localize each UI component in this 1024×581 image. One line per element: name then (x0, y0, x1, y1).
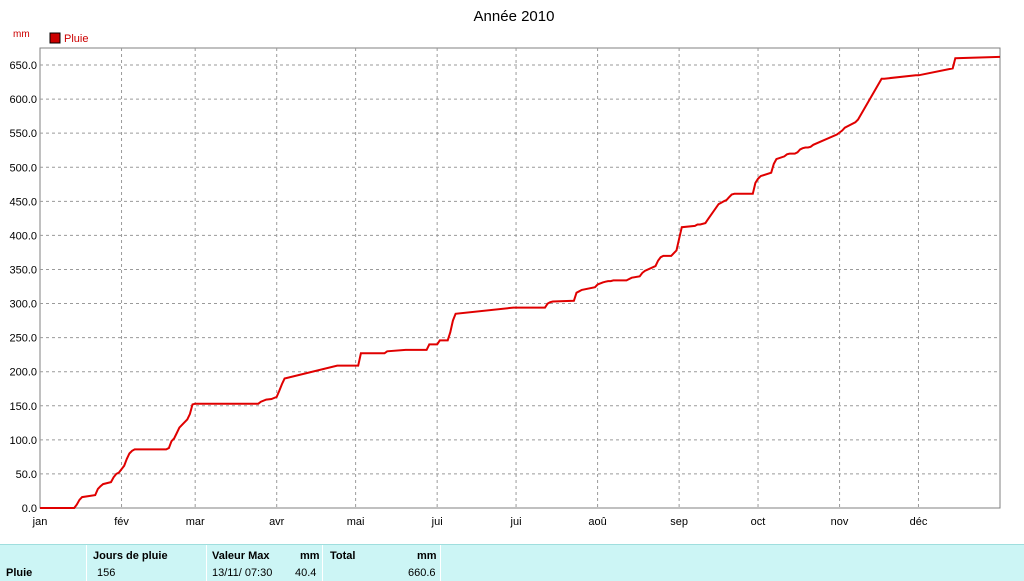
max-value-amount: 40.4 (295, 567, 317, 579)
x-tick-label: déc (910, 516, 928, 528)
chart-title: Année 2010 (474, 8, 555, 25)
summary-row-label: Pluie (6, 567, 33, 579)
summary-row-label-cell: Pluie (0, 545, 87, 581)
x-tick-label: sep (670, 516, 688, 528)
rainy-days-value: 156 (97, 567, 116, 579)
plot-area (39, 47, 1001, 509)
x-tick-label: mai (347, 516, 365, 528)
legend-label: Pluie (64, 33, 88, 45)
x-tick-label: jan (32, 516, 48, 528)
x-tick-label: nov (831, 516, 849, 528)
x-tick-label: jui (510, 516, 522, 528)
x-tick-labels: jan fév mar avr mai jui jui aoû sep oct nov déc (32, 516, 928, 528)
y-axis-unit-label: mm (13, 29, 30, 40)
y-tick-label: 350.0 (9, 264, 37, 276)
max-value-unit: mm (300, 550, 320, 562)
x-tick-label: mar (186, 516, 205, 528)
y-tick-label: 50.0 (16, 469, 37, 481)
rainy-days-header: Jours de pluie (93, 550, 168, 562)
y-tick-label: 300.0 (9, 299, 37, 311)
y-tick-label: 150.0 (9, 401, 37, 413)
total-cell: Total mm 660.6 (323, 545, 441, 581)
x-tick-label: oct (751, 516, 766, 528)
rainfall-chart: 0.0 50.0 100.0 150.0 200.0 250.0 300.0 350.0 400… (9, 8, 1001, 528)
y-tick-label: 250.0 (9, 333, 37, 345)
y-tick-label: 450.0 (9, 196, 37, 208)
y-tick-label: 400.0 (9, 230, 37, 242)
x-tick-label: fév (114, 516, 129, 528)
legend-swatch (49, 32, 61, 44)
rainy-days-cell: Jours de pluie 156 (87, 545, 207, 581)
y-tick-label: 200.0 (9, 367, 37, 379)
max-value-cell: Valeur Max mm 13/11/ 07:30 40.4 (207, 545, 323, 581)
max-value-header: Valeur Max (212, 550, 270, 562)
y-tick-label: 650.0 (9, 60, 37, 72)
y-tick-label: 500.0 (9, 162, 37, 174)
x-tick-label: aoû (588, 516, 606, 528)
y-tick-label: 550.0 (9, 128, 37, 140)
total-unit: mm (417, 550, 437, 562)
y-tick-label: 0.0 (22, 503, 37, 515)
x-tick-label: avr (269, 516, 285, 528)
max-value-date: 13/11/ 07:30 (212, 567, 273, 579)
y-tick-label: 600.0 (9, 94, 37, 106)
summary-table: Pluie Jours de pluie 156 Valeur Max mm 1… (0, 544, 1024, 581)
x-tick-label: jui (431, 516, 443, 528)
total-header: Total (330, 550, 356, 562)
grid-lines (40, 48, 1000, 508)
y-tick-labels: 0.0 50.0 100.0 150.0 200.0 250.0 300.0 350.0 400… (9, 60, 37, 515)
series-line-pluie (40, 55, 1001, 509)
y-tick-label: 100.0 (9, 435, 37, 447)
total-value: 660.6 (408, 567, 436, 579)
